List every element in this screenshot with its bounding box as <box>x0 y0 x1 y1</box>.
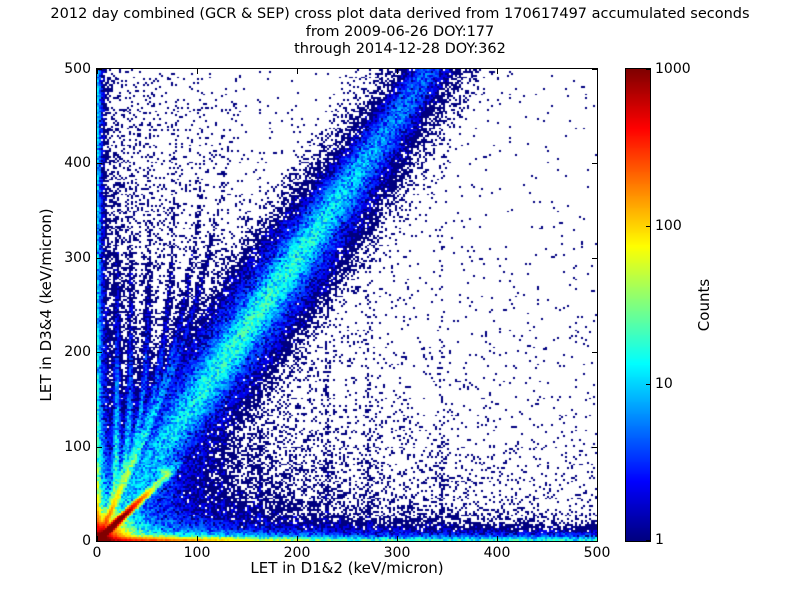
y-tick-mark-right <box>592 352 597 354</box>
y-tick-mark-right <box>592 69 597 70</box>
x-tick-label: 0 <box>92 545 102 561</box>
x-tick-label: 500 <box>583 545 611 561</box>
x-tick-mark-top <box>97 69 98 74</box>
x-tick-mark-top <box>597 69 598 74</box>
colorbar-tick-mark <box>646 69 651 70</box>
colorbar-tick-mark <box>646 540 651 541</box>
colorbar-label: Counts <box>695 278 713 332</box>
y-tick-mark-right <box>592 541 597 542</box>
chart-subtitle-from: from 2009-06-26 DOY:177 <box>305 23 495 40</box>
colorbar-tick-label: 1 <box>655 532 664 548</box>
x-tick-mark-top <box>497 69 498 74</box>
y-axis-label: LET in D3&4 (keV/micron) <box>37 208 55 402</box>
x-tick-label: 200 <box>283 545 311 561</box>
colorbar-tick-label: 100 <box>655 218 682 235</box>
x-tick-mark <box>597 536 598 541</box>
y-tick-mark <box>97 69 102 70</box>
chart-title: 2012 day combined (GCR & SEP) cross plot… <box>50 6 750 22</box>
y-tick-mark <box>97 446 102 448</box>
x-tick-mark-top <box>297 69 298 74</box>
x-tick-mark <box>97 536 98 541</box>
y-tick-label: 0 <box>82 533 91 549</box>
y-tick-label: 100 <box>64 438 91 455</box>
y-tick-mark-right <box>592 257 597 259</box>
y-tick-mark <box>97 352 102 354</box>
y-tick-label: 300 <box>64 249 91 266</box>
x-axis-label: LET in D1&2 (keV/micron) <box>250 559 444 577</box>
colorbar-tick-label: 1000 <box>655 61 691 77</box>
y-tick-mark <box>97 257 102 259</box>
x-tick-mark-top <box>197 69 198 74</box>
colorbar-gradient <box>625 68 651 542</box>
colorbar-tick-mark <box>646 226 651 228</box>
y-tick-mark-right <box>592 163 597 165</box>
heatmap-plot-area <box>96 68 598 542</box>
y-tick-mark-right <box>592 446 597 448</box>
x-tick-mark-top <box>397 69 398 74</box>
x-tick-mark <box>297 536 298 541</box>
y-tick-mark <box>97 541 102 542</box>
colorbar-tick-label: 10 <box>655 375 673 392</box>
x-tick-label: 300 <box>383 545 411 561</box>
chart-subtitle-through: through 2014-12-28 DOY:362 <box>294 41 506 57</box>
x-tick-mark <box>397 536 398 541</box>
y-tick-mark <box>97 163 102 165</box>
x-tick-label: 400 <box>483 545 511 561</box>
y-tick-label: 500 <box>64 61 91 77</box>
colorbar-tick-mark <box>646 383 651 385</box>
y-tick-label: 400 <box>64 155 91 172</box>
x-tick-mark <box>497 536 498 541</box>
x-tick-mark <box>197 536 198 541</box>
y-tick-label: 200 <box>64 344 91 361</box>
chart-title-block: 2012 day combined (GCR & SEP) cross plot… <box>50 6 749 59</box>
x-tick-label: 100 <box>183 545 211 561</box>
